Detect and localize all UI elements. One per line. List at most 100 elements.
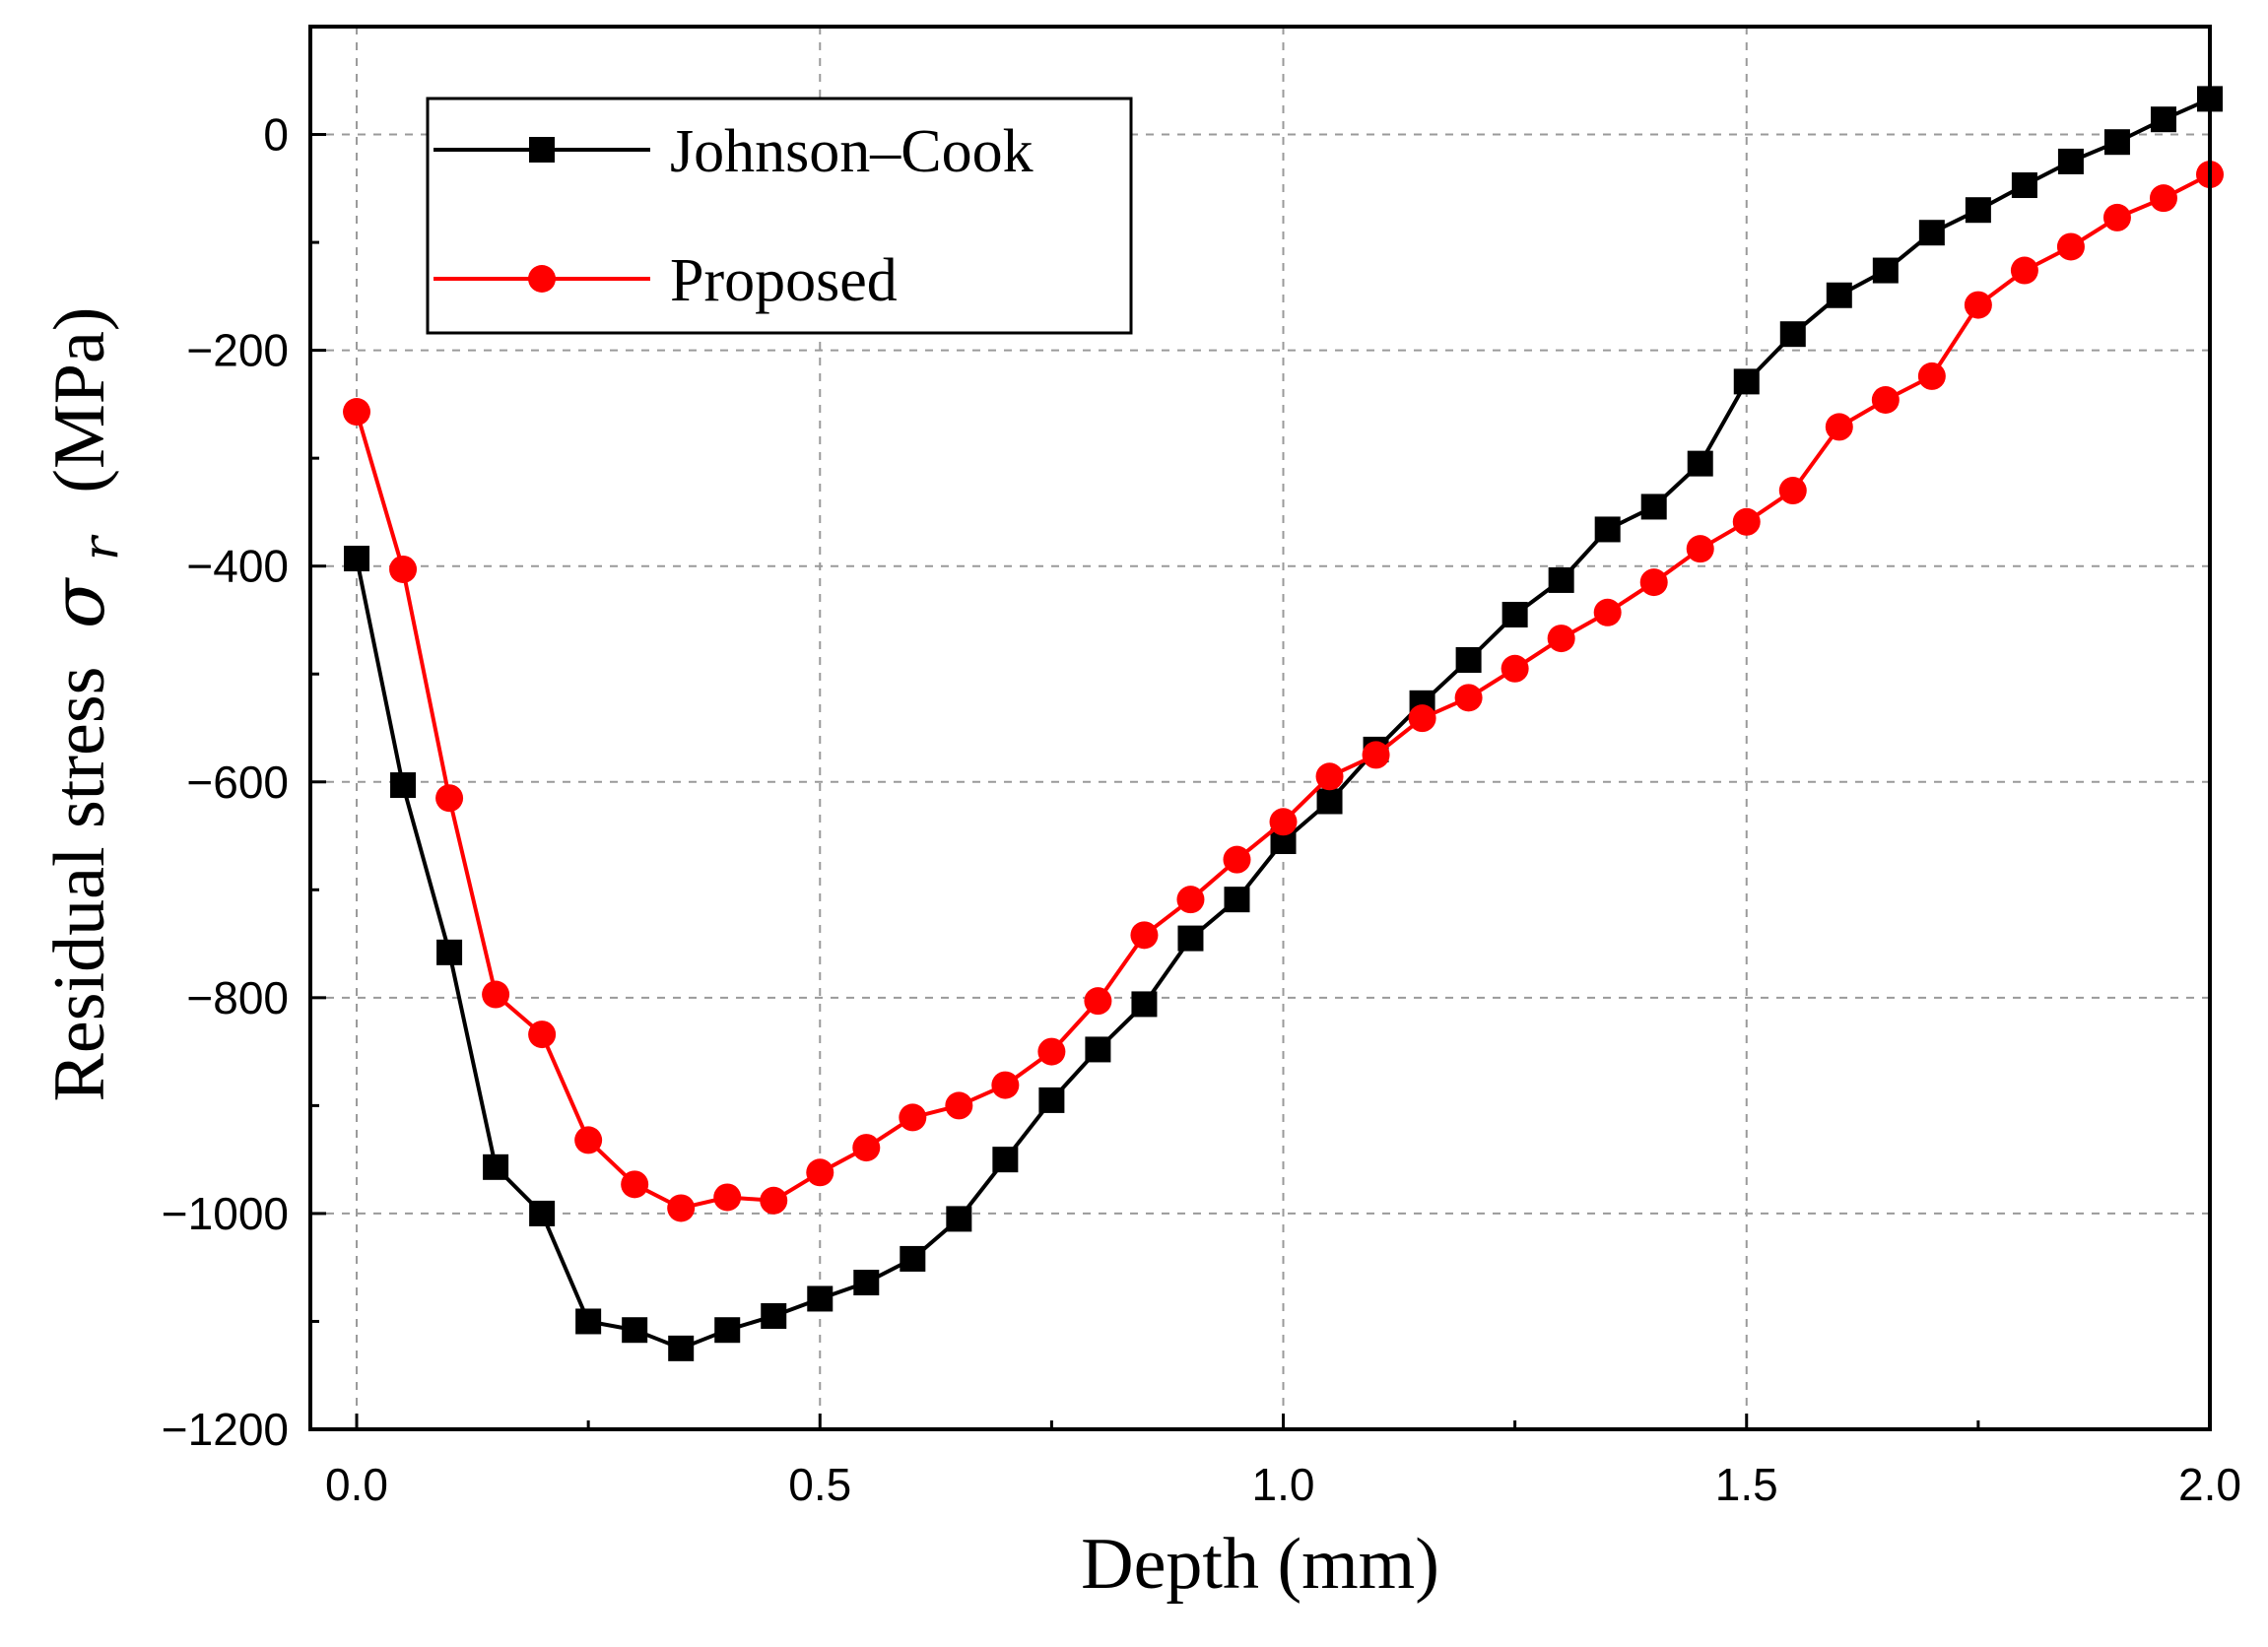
data-point: [1316, 788, 1343, 815]
data-point: [1871, 386, 1900, 415]
data-point: [2149, 184, 2177, 213]
grid: [310, 27, 2210, 1429]
data-point: [483, 1153, 509, 1180]
y-axis-title-prefix: Residual stress: [39, 667, 120, 1102]
data-point: [1223, 845, 1251, 874]
y-tick-label: −600: [186, 757, 289, 808]
data-point: [668, 1335, 695, 1361]
data-point: [1224, 887, 1250, 913]
data-point: [1315, 762, 1344, 791]
data-point: [667, 1194, 696, 1222]
y-tick-label: −400: [186, 541, 289, 592]
data-point: [1038, 1087, 1065, 1113]
y-axis-title-symbol: σ: [36, 576, 121, 628]
data-point: [714, 1317, 741, 1344]
data-point: [1362, 741, 1390, 769]
y-axis-title: Residual stress σ r (MPa): [36, 307, 134, 1102]
data-point: [1130, 921, 1159, 950]
data-point: [1594, 516, 1621, 543]
data-point: [807, 1285, 834, 1312]
data-point: [1548, 566, 1574, 593]
x-tick-label: 0.0: [325, 1459, 388, 1510]
data-point: [2057, 148, 2084, 174]
data-point: [713, 1183, 742, 1212]
data-point: [900, 1245, 926, 1272]
data-point: [1131, 991, 1158, 1018]
data-point: [1826, 282, 1852, 308]
data-point: [1037, 1037, 1066, 1066]
data-point: [2103, 129, 2130, 156]
data-point: [760, 1186, 788, 1215]
data-point: [1918, 220, 1945, 246]
data-point: [945, 1091, 973, 1120]
data-point: [1177, 925, 1204, 952]
data-point: [1686, 535, 1714, 563]
legend: Johnson–Cook Proposed: [426, 97, 1133, 335]
data-point: [1687, 450, 1713, 477]
data-point: [574, 1126, 603, 1154]
axis-ticks: 0.0 0.5 1.0 1.5 2.0 0 −200 −400 −600 −800 −1000 −12…: [162, 109, 2241, 1510]
data-point: [853, 1270, 880, 1296]
data-point: [1825, 413, 1853, 441]
y-tick-label: −1000: [162, 1188, 289, 1239]
y-axis-title-subscript: r: [72, 534, 129, 560]
data-point: [1547, 625, 1575, 653]
data-point: [1085, 1036, 1111, 1063]
data-point: [528, 1021, 557, 1049]
data-point: [2010, 256, 2038, 285]
data-point: [1408, 704, 1436, 733]
data-point: [1501, 601, 1528, 627]
data-point: [2150, 106, 2176, 133]
data-point: [621, 1170, 649, 1199]
data-point: [390, 772, 417, 799]
series-johnson-cook: [344, 86, 2223, 1361]
data-point: [2056, 232, 2085, 261]
data-point: [1593, 598, 1622, 626]
data-point: [1778, 477, 1807, 505]
data-point: [1269, 808, 1298, 836]
x-tick-label: 0.5: [788, 1459, 851, 1510]
y-tick-label: 0: [263, 109, 289, 161]
legend-marker: [529, 137, 555, 163]
data-point: [389, 555, 418, 583]
data-point: [991, 1071, 1020, 1099]
x-tick-label: 1.5: [1715, 1459, 1778, 1510]
x-tick-label: 1.0: [1252, 1459, 1315, 1510]
data-point: [2011, 172, 2037, 199]
x-tick-label: 2.0: [2178, 1459, 2241, 1510]
data-point: [1640, 494, 1667, 520]
data-point: [482, 980, 510, 1009]
data-point: [761, 1302, 787, 1329]
series-proposed: [343, 161, 2224, 1222]
plot-frame: [308, 25, 2212, 1431]
data-point: [1917, 362, 1946, 390]
data-point: [1176, 886, 1205, 914]
x-axis-title: Depth (mm): [1081, 1524, 1439, 1605]
legend-label: Proposed: [670, 247, 898, 314]
data-point: [806, 1158, 834, 1187]
data-point: [1779, 321, 1806, 348]
data-point: [1872, 257, 1899, 284]
data-point: [435, 784, 464, 813]
data-point: [1501, 654, 1529, 683]
data-point: [1084, 987, 1112, 1016]
data-point: [1733, 368, 1760, 395]
data-point: [1454, 684, 1483, 712]
data-point: [436, 939, 463, 965]
data-point: [1455, 646, 1482, 673]
data-point: [852, 1134, 881, 1162]
y-tick-label: −200: [186, 325, 289, 376]
y-tick-label: −1200: [162, 1404, 289, 1455]
data-point: [1732, 507, 1761, 536]
data-point: [946, 1206, 972, 1232]
data-point: [343, 398, 371, 427]
data-point: [622, 1317, 648, 1344]
data-point: [899, 1103, 927, 1132]
data-point: [1964, 291, 1992, 319]
data-point: [2102, 203, 2131, 231]
data-point: [575, 1308, 602, 1335]
series-layer: [343, 86, 2224, 1361]
data-point: [992, 1147, 1019, 1173]
